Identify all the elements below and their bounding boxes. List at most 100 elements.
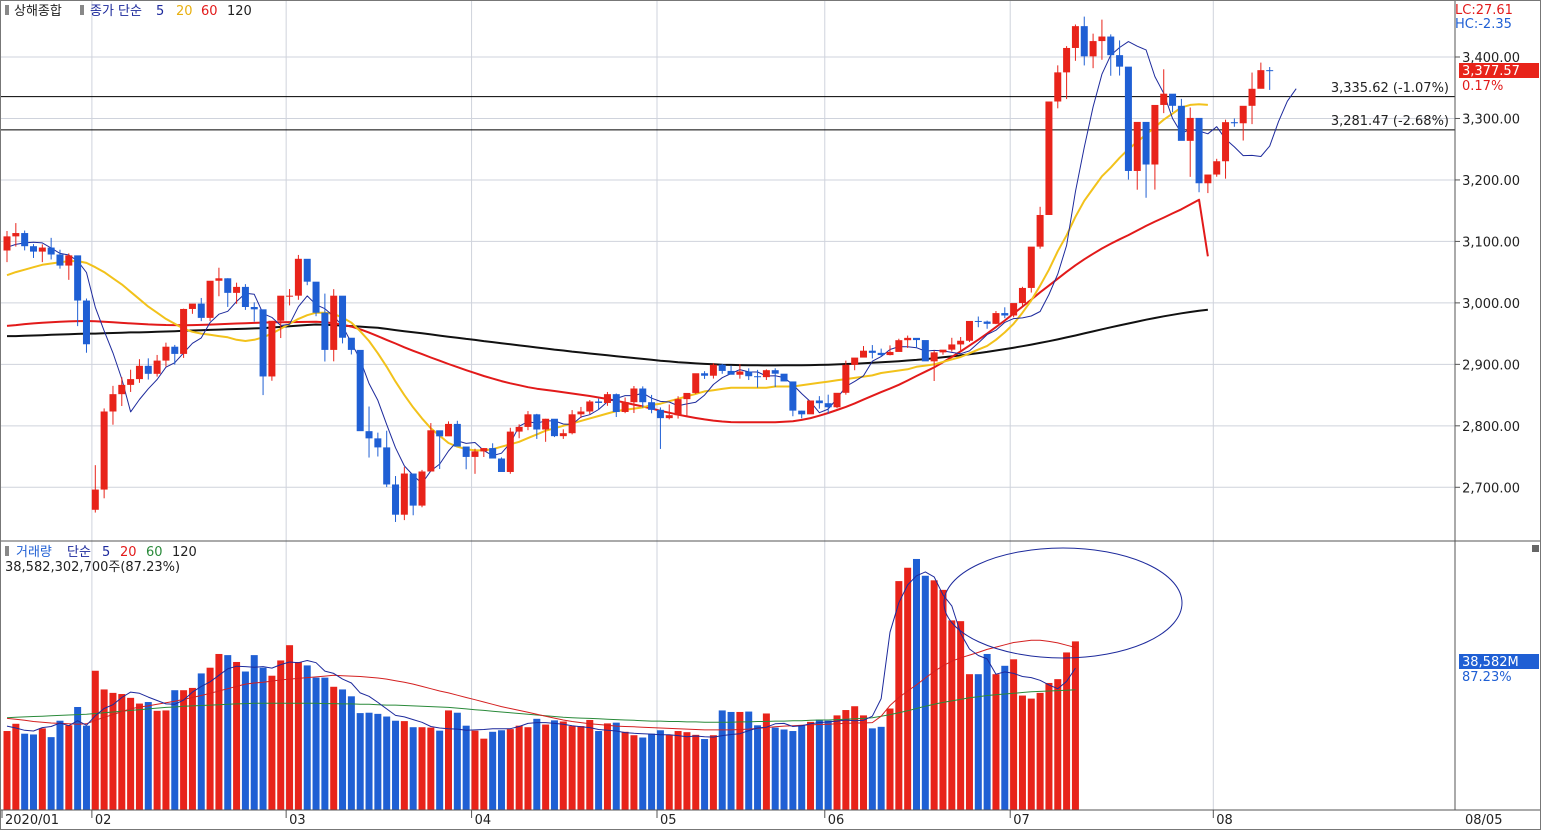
candle-body	[1018, 287, 1026, 304]
candle	[1080, 16, 1088, 66]
candle	[144, 358, 152, 380]
last-volume-pct: 87.23%	[1462, 670, 1512, 685]
candle	[895, 338, 903, 352]
volume-bar	[568, 726, 576, 810]
volume-bar	[895, 581, 903, 810]
ma20-line	[6, 103, 1208, 452]
candle-body	[1239, 105, 1247, 124]
candle-body	[1177, 105, 1185, 141]
volume-highlight-ellipse[interactable]	[943, 547, 1183, 659]
hc-readout: HC:-2.35	[1455, 17, 1512, 32]
candle-body	[683, 392, 691, 400]
candle-body	[895, 340, 903, 352]
candle	[577, 406, 585, 418]
candle	[1124, 66, 1132, 180]
candle-body	[1045, 101, 1053, 215]
volume-bar	[736, 711, 744, 810]
candle-body	[515, 426, 523, 432]
volume-bar	[383, 716, 391, 810]
candle	[983, 320, 991, 329]
volume-bar	[400, 721, 408, 810]
candle	[824, 394, 832, 414]
candle	[180, 308, 188, 358]
candle-body	[56, 254, 64, 266]
volume-bar	[868, 728, 876, 810]
candle	[303, 258, 311, 286]
candle-body	[409, 473, 417, 506]
candle-body	[321, 312, 329, 350]
volume-bar	[992, 674, 1000, 810]
volume-legend[interactable]: 거래량 단순 5 20 60 120	[5, 545, 197, 560]
candle-body	[506, 431, 514, 472]
volume-bar	[374, 713, 382, 810]
volume-bar	[268, 675, 276, 810]
volume-bar	[674, 731, 682, 810]
candle-body	[489, 448, 497, 459]
candle-body	[709, 364, 717, 376]
volume-bar	[286, 645, 294, 810]
volume-bar	[754, 725, 762, 810]
candle	[1213, 158, 1221, 177]
candle	[1142, 121, 1150, 198]
candle-body	[577, 411, 585, 415]
candle	[374, 432, 382, 457]
candle-body	[277, 295, 285, 321]
candle-body	[550, 418, 558, 437]
volume-bar	[939, 589, 947, 810]
candle-body	[65, 255, 73, 266]
volume-bar	[330, 686, 338, 810]
candle-body	[992, 313, 1000, 324]
volume-bar	[603, 723, 611, 810]
volume-bar	[445, 710, 452, 810]
volume-bar	[171, 690, 179, 810]
volume-bar	[206, 667, 214, 810]
volume-bar	[392, 720, 400, 810]
volume-bar	[409, 727, 417, 810]
candle-body	[745, 371, 753, 377]
candle	[630, 385, 638, 414]
candle-body	[1222, 122, 1230, 162]
price-legend[interactable]: 상해종합 종가 단순 5 20 60 120	[5, 4, 252, 19]
hline1-label: 3,335.62 (-1.07%)	[1331, 81, 1449, 96]
volume-bar	[29, 734, 37, 810]
panel-collapse-icon[interactable]	[1532, 545, 1539, 552]
candle	[780, 373, 788, 382]
volume-bar	[586, 719, 594, 810]
candle-body	[727, 370, 735, 375]
candle	[807, 400, 815, 415]
volume-bar	[277, 660, 285, 810]
candle	[29, 244, 37, 258]
volume-bar	[47, 737, 55, 810]
volume-bar	[789, 731, 797, 810]
candle-body	[665, 415, 673, 419]
candle	[939, 349, 947, 355]
legend-marker-icon	[5, 5, 9, 15]
candle	[383, 430, 391, 488]
candle-body	[851, 357, 859, 365]
candle	[868, 345, 876, 359]
volume-bar	[21, 733, 29, 810]
candle-body	[383, 447, 391, 485]
candle	[109, 385, 117, 425]
candle	[215, 267, 223, 297]
candle	[754, 369, 762, 388]
volume-bar	[550, 720, 558, 810]
candle-body	[1204, 174, 1212, 184]
candle-body	[215, 278, 223, 281]
volume-bar	[100, 689, 108, 810]
candle	[462, 446, 470, 470]
candle	[1116, 40, 1124, 76]
candle	[418, 469, 426, 508]
candle-body	[674, 399, 682, 416]
date-tick-label: 07	[1013, 813, 1030, 828]
candle	[745, 368, 753, 381]
volume-bar	[656, 730, 664, 810]
volume-bar	[701, 739, 709, 810]
candle-body	[612, 394, 620, 412]
candle-body	[656, 409, 664, 419]
volume-bar	[356, 713, 364, 810]
candle	[586, 400, 594, 415]
candle	[736, 364, 744, 379]
candle	[921, 340, 929, 362]
candle	[683, 392, 691, 416]
